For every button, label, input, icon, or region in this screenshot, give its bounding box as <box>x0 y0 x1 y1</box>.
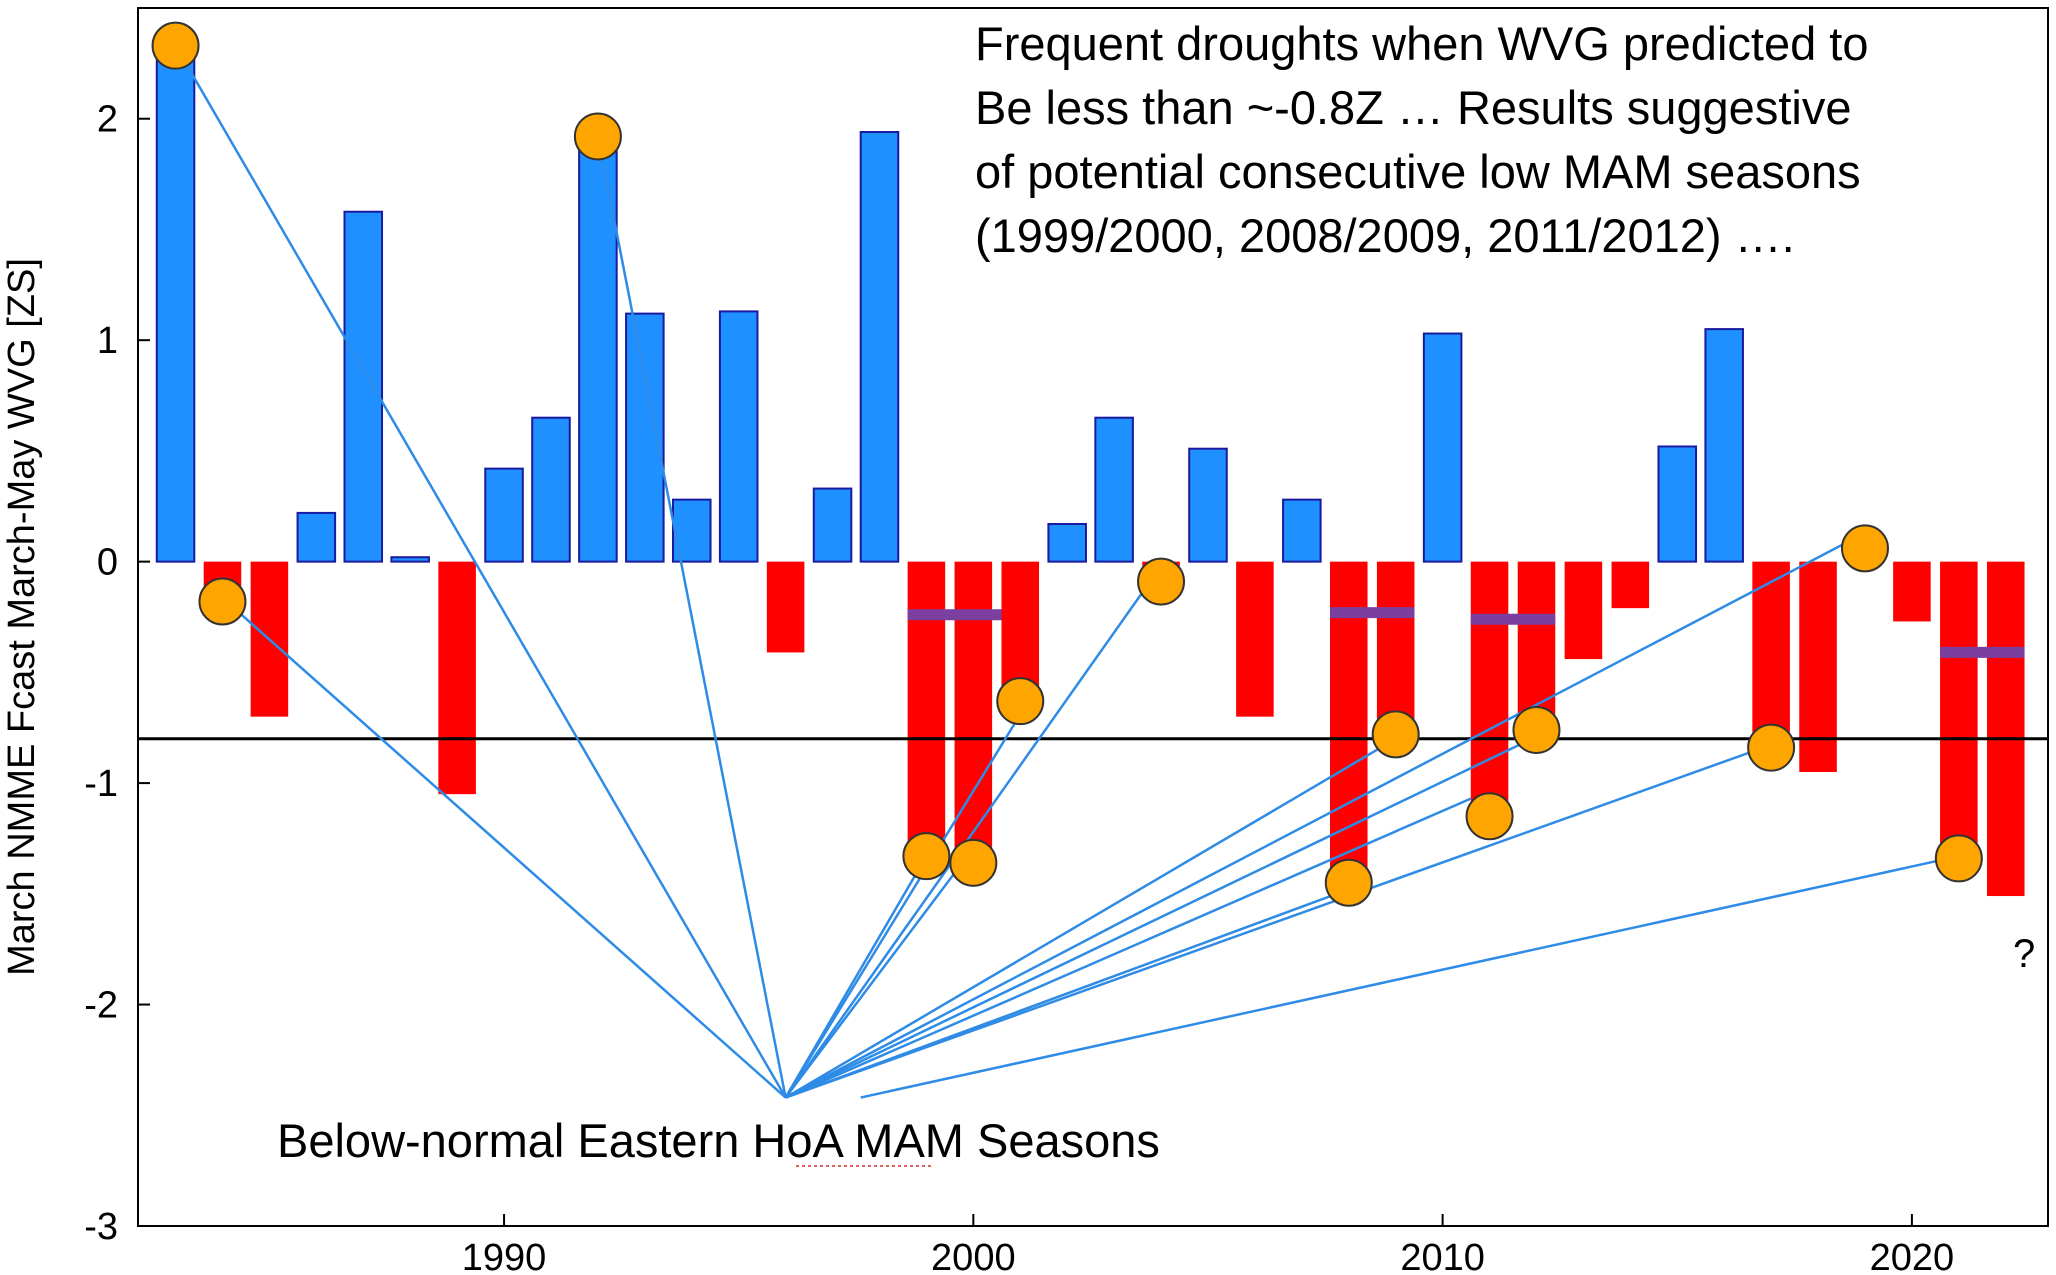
bar-1991 <box>531 416 571 563</box>
bar-1986 <box>296 511 337 563</box>
bar-1996 <box>766 561 805 653</box>
bar-1987 <box>343 210 384 563</box>
bar-1997 <box>812 487 853 563</box>
bar-2015 <box>1657 445 1698 563</box>
dry-season-marker-2001 <box>996 677 1045 726</box>
bar-2017 <box>1752 561 1790 748</box>
dry-season-marker-2008 <box>1324 858 1373 907</box>
bar-2021 <box>1940 561 1978 859</box>
y-tick-label-3: -1 <box>84 763 118 805</box>
bar-2022 <box>1986 561 2025 897</box>
bar-2018 <box>1799 561 1837 773</box>
dry-season-marker-2000 <box>949 838 998 887</box>
dry-season-marker-1983 <box>151 21 200 70</box>
connector-line-12 <box>785 531 1866 1099</box>
dry-season-marker-2012 <box>1512 705 1561 754</box>
y-axis-label: March NMME Fcast March-May WVG [ZS] <box>1 258 43 976</box>
connector-line-8 <box>784 737 1397 1099</box>
x-tick-label-1: 2000 <box>931 1237 1016 1275</box>
annotation-line-2: of potential consecutive low MAM seasons <box>975 145 1861 198</box>
bar-2016 <box>1704 328 1744 563</box>
dry-season-marker-2009 <box>1371 710 1420 759</box>
bar-1998 <box>859 131 900 563</box>
connector-line-1 <box>235 609 787 1099</box>
bar-2010 <box>1422 332 1463 563</box>
bar-2014 <box>1611 561 1650 609</box>
bar-1999 <box>907 561 946 857</box>
annotation-line-3: (1999/2000, 2008/2009, 2011/2012) …. <box>975 209 1795 262</box>
connector-line-9 <box>785 797 1472 1099</box>
pair-means-group <box>907 607 2025 658</box>
connector-line-10 <box>785 735 1538 1099</box>
x-tick-label-0: 1990 <box>462 1237 547 1275</box>
y-tick-label-1: 1 <box>97 320 118 362</box>
dry-season-marker-2011 <box>1465 792 1514 841</box>
connectors-group <box>174 45 1960 1099</box>
bar-2006 <box>1236 561 1274 717</box>
x-tick-label-2: 2010 <box>1400 1237 1485 1275</box>
annotation-line-1: Be less than ~-0.8Z … Results suggestive <box>975 81 1851 134</box>
bar-2012 <box>1517 561 1556 730</box>
bar-1990 <box>484 467 524 563</box>
bar-2000 <box>954 561 993 872</box>
bar-1995 <box>718 310 759 563</box>
dry-season-marker-1999 <box>902 832 951 881</box>
connector-line-6 <box>784 565 1163 1099</box>
question-mark: ? <box>2013 932 2035 976</box>
bar-1988 <box>390 556 430 563</box>
connector-line-4 <box>784 859 965 1099</box>
dry-season-marker-2019 <box>1840 524 1889 573</box>
dry-season-marker-2004 <box>1137 557 1186 606</box>
axes-group: 2 1 0 -1 -2 -3 1990 2000 2010 2020 <box>84 99 1954 1275</box>
y-tick-label-5: -3 <box>84 1206 118 1248</box>
x-tick-label-3: 2020 <box>1870 1237 1955 1275</box>
connector-line-13 <box>860 854 1960 1099</box>
dry-season-marker-2021 <box>1934 834 1983 883</box>
connector-line-11 <box>785 748 1758 1099</box>
y-tick-label-4: -2 <box>84 985 118 1027</box>
bar-2009 <box>1376 561 1415 735</box>
connector-line-5 <box>784 713 1022 1099</box>
bar-2003 <box>1094 416 1134 563</box>
bar-1983 <box>155 44 196 563</box>
connector-line-2 <box>596 136 787 1098</box>
bar-2005 <box>1188 447 1228 563</box>
bar-2011 <box>1470 561 1509 817</box>
bar-2007 <box>1282 498 1322 563</box>
below-normal-label: Below-normal Eastern HoA MAM Seasons <box>277 1114 1160 1167</box>
bar-2020 <box>1893 561 1931 622</box>
bar-1989 <box>438 561 476 795</box>
bar-2002 <box>1047 522 1087 563</box>
dry-season-marker-1984 <box>198 577 247 626</box>
annotation-text: Frequent droughts when WVG predicted to B… <box>975 17 1868 262</box>
bar-2013 <box>1564 561 1603 660</box>
dry-season-marker-2017 <box>1747 723 1796 772</box>
y-tick-label-0: 2 <box>97 99 118 141</box>
dry-season-marker-1992 <box>573 112 622 161</box>
annotation-line-0: Frequent droughts when WVG predicted to <box>975 17 1868 70</box>
markers-group <box>151 21 1983 907</box>
connector-line-0 <box>174 45 787 1099</box>
y-tick-label-2: 0 <box>97 542 118 584</box>
